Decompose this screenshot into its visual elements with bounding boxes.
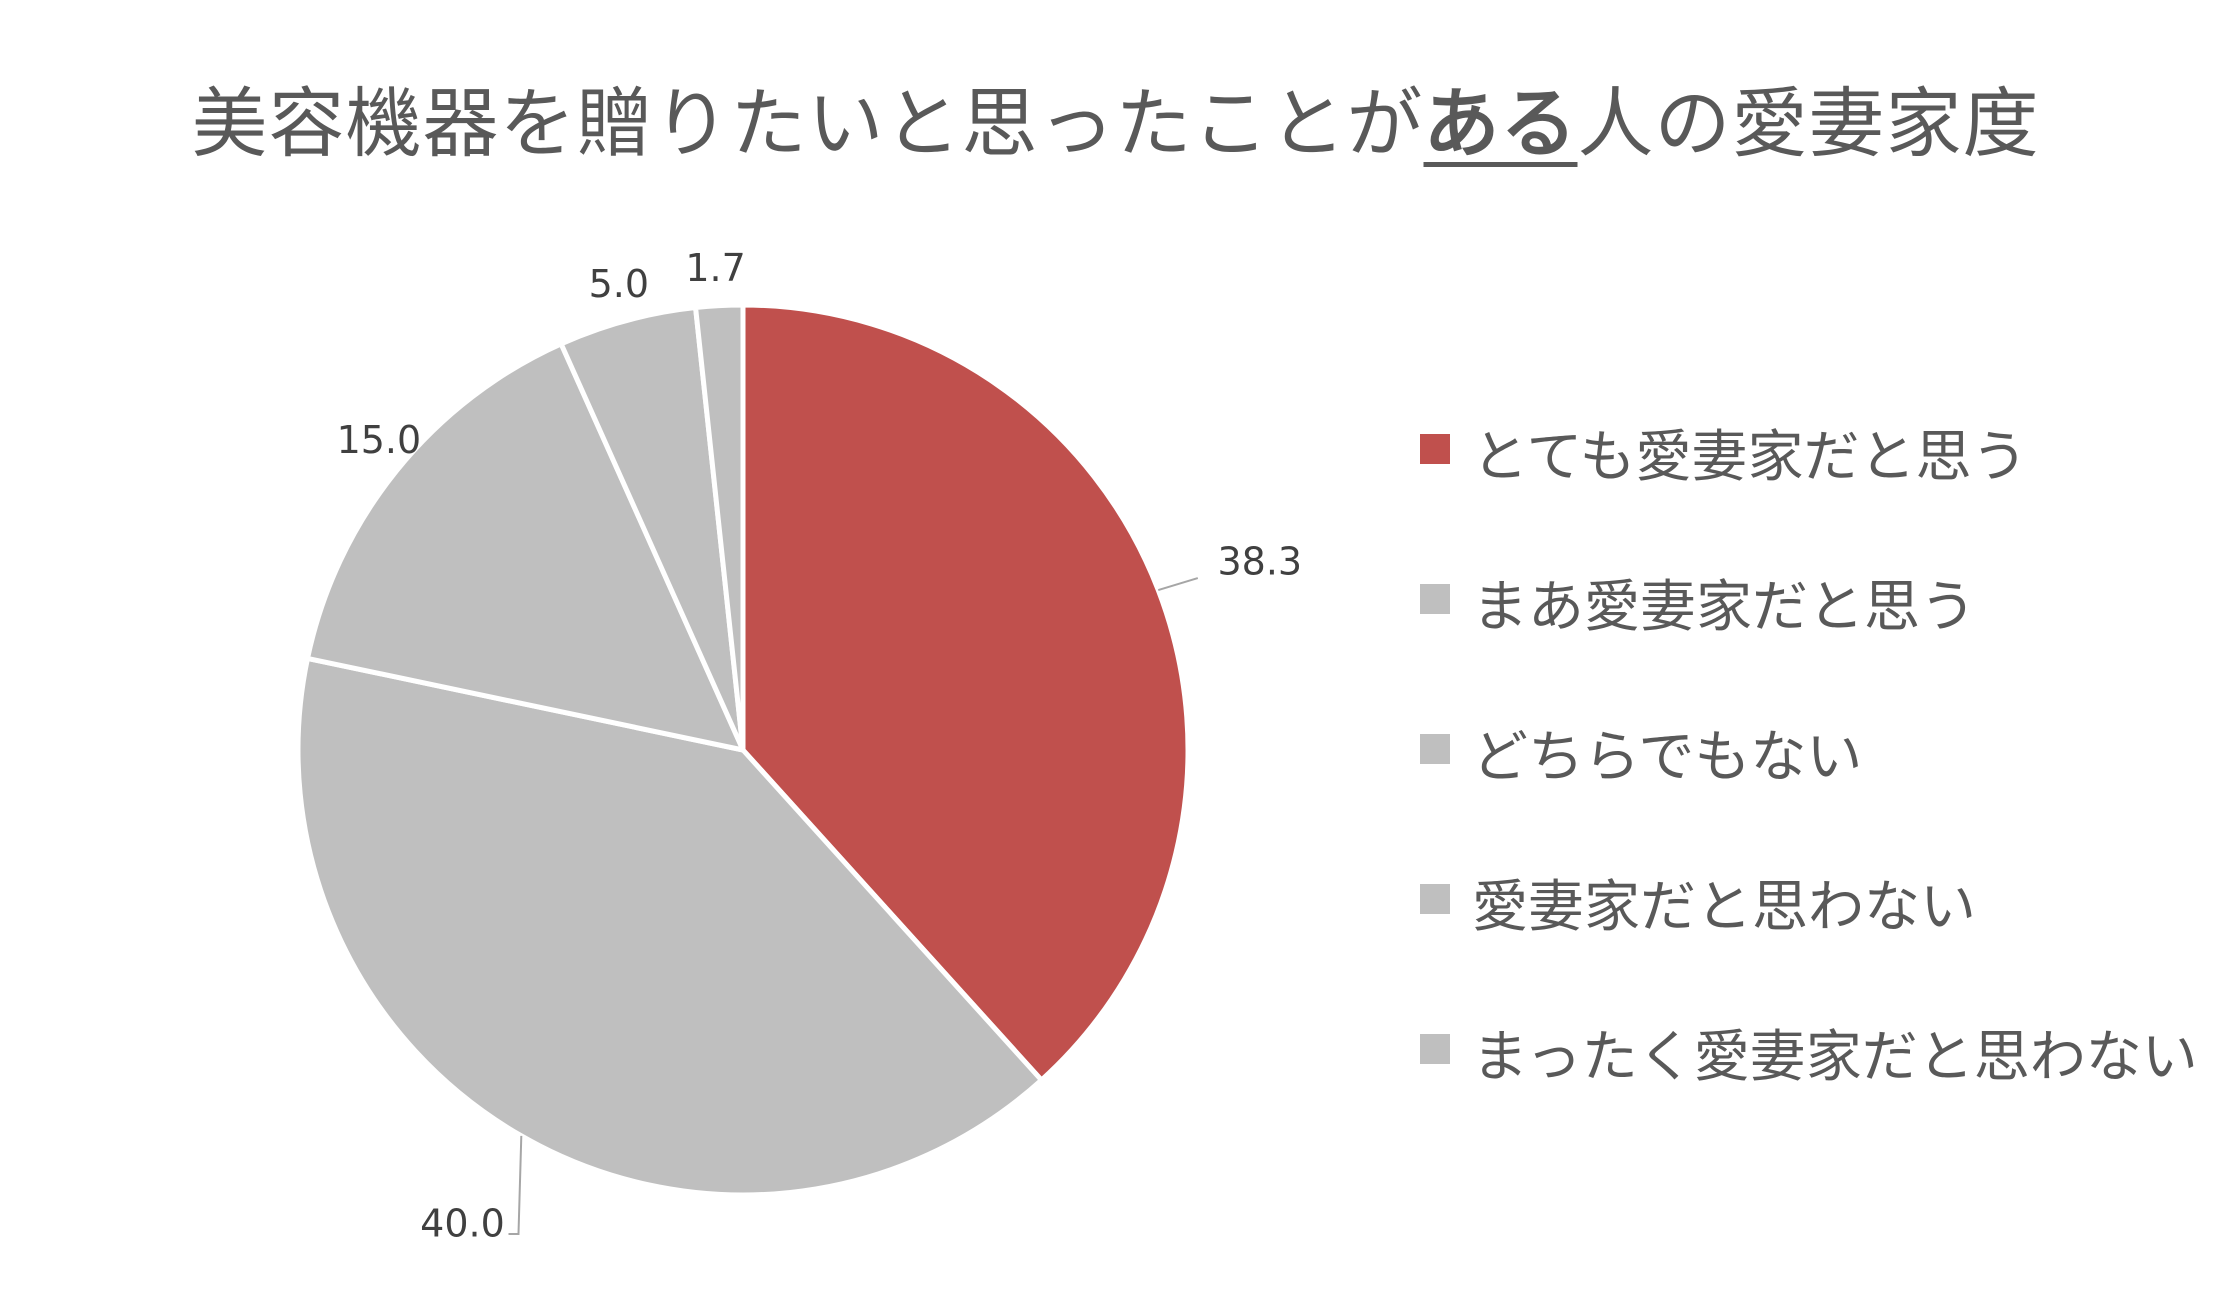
data-label-4: 1.7 xyxy=(685,246,745,290)
legend-swatch-3 xyxy=(1420,884,1450,914)
leader-lines xyxy=(508,577,1199,1236)
pie-slice-0 xyxy=(740,302,1191,1084)
data-label-0: 38.3 xyxy=(1217,540,1302,584)
legend-swatch-0 xyxy=(1420,434,1450,464)
data-labels: 38.3 40.0 15.0 5.0 1.7 xyxy=(337,246,1303,1245)
legend-swatch-2 xyxy=(1420,734,1450,764)
legend-swatch-1 xyxy=(1420,584,1450,614)
legend-label-1: まあ愛妻家だと思う xyxy=(1472,575,1976,640)
chart-title-after: 人の愛妻家度 xyxy=(1577,79,2040,168)
data-label-2: 15.0 xyxy=(337,418,422,462)
leader-line-0 xyxy=(1157,577,1199,592)
pie-slices xyxy=(295,302,1191,1198)
data-label-3: 5.0 xyxy=(589,262,649,306)
legend-label-2: どちらでもない xyxy=(1472,725,1863,790)
chart-title-emphasis: ある xyxy=(1423,79,1578,168)
legend-label-4: まったく愛妻家だと思わない xyxy=(1472,1025,2198,1090)
pie-slice-2 xyxy=(304,340,748,754)
legend-swatch-4 xyxy=(1420,1034,1450,1064)
legend-label-3: 愛妻家だと思わない xyxy=(1472,875,1976,940)
chart-title: 美容機器を贈りたいと思ったことがある人の愛妻家度 xyxy=(0,62,2231,172)
leader-line-1 xyxy=(508,1135,523,1236)
data-label-1: 40.0 xyxy=(420,1202,505,1246)
legend-label-0: とても愛妻家だと思う xyxy=(1472,425,2028,490)
pie-slice-4 xyxy=(692,302,746,751)
chart-title-before: 美容機器を贈りたいと思ったことが xyxy=(191,79,1424,168)
